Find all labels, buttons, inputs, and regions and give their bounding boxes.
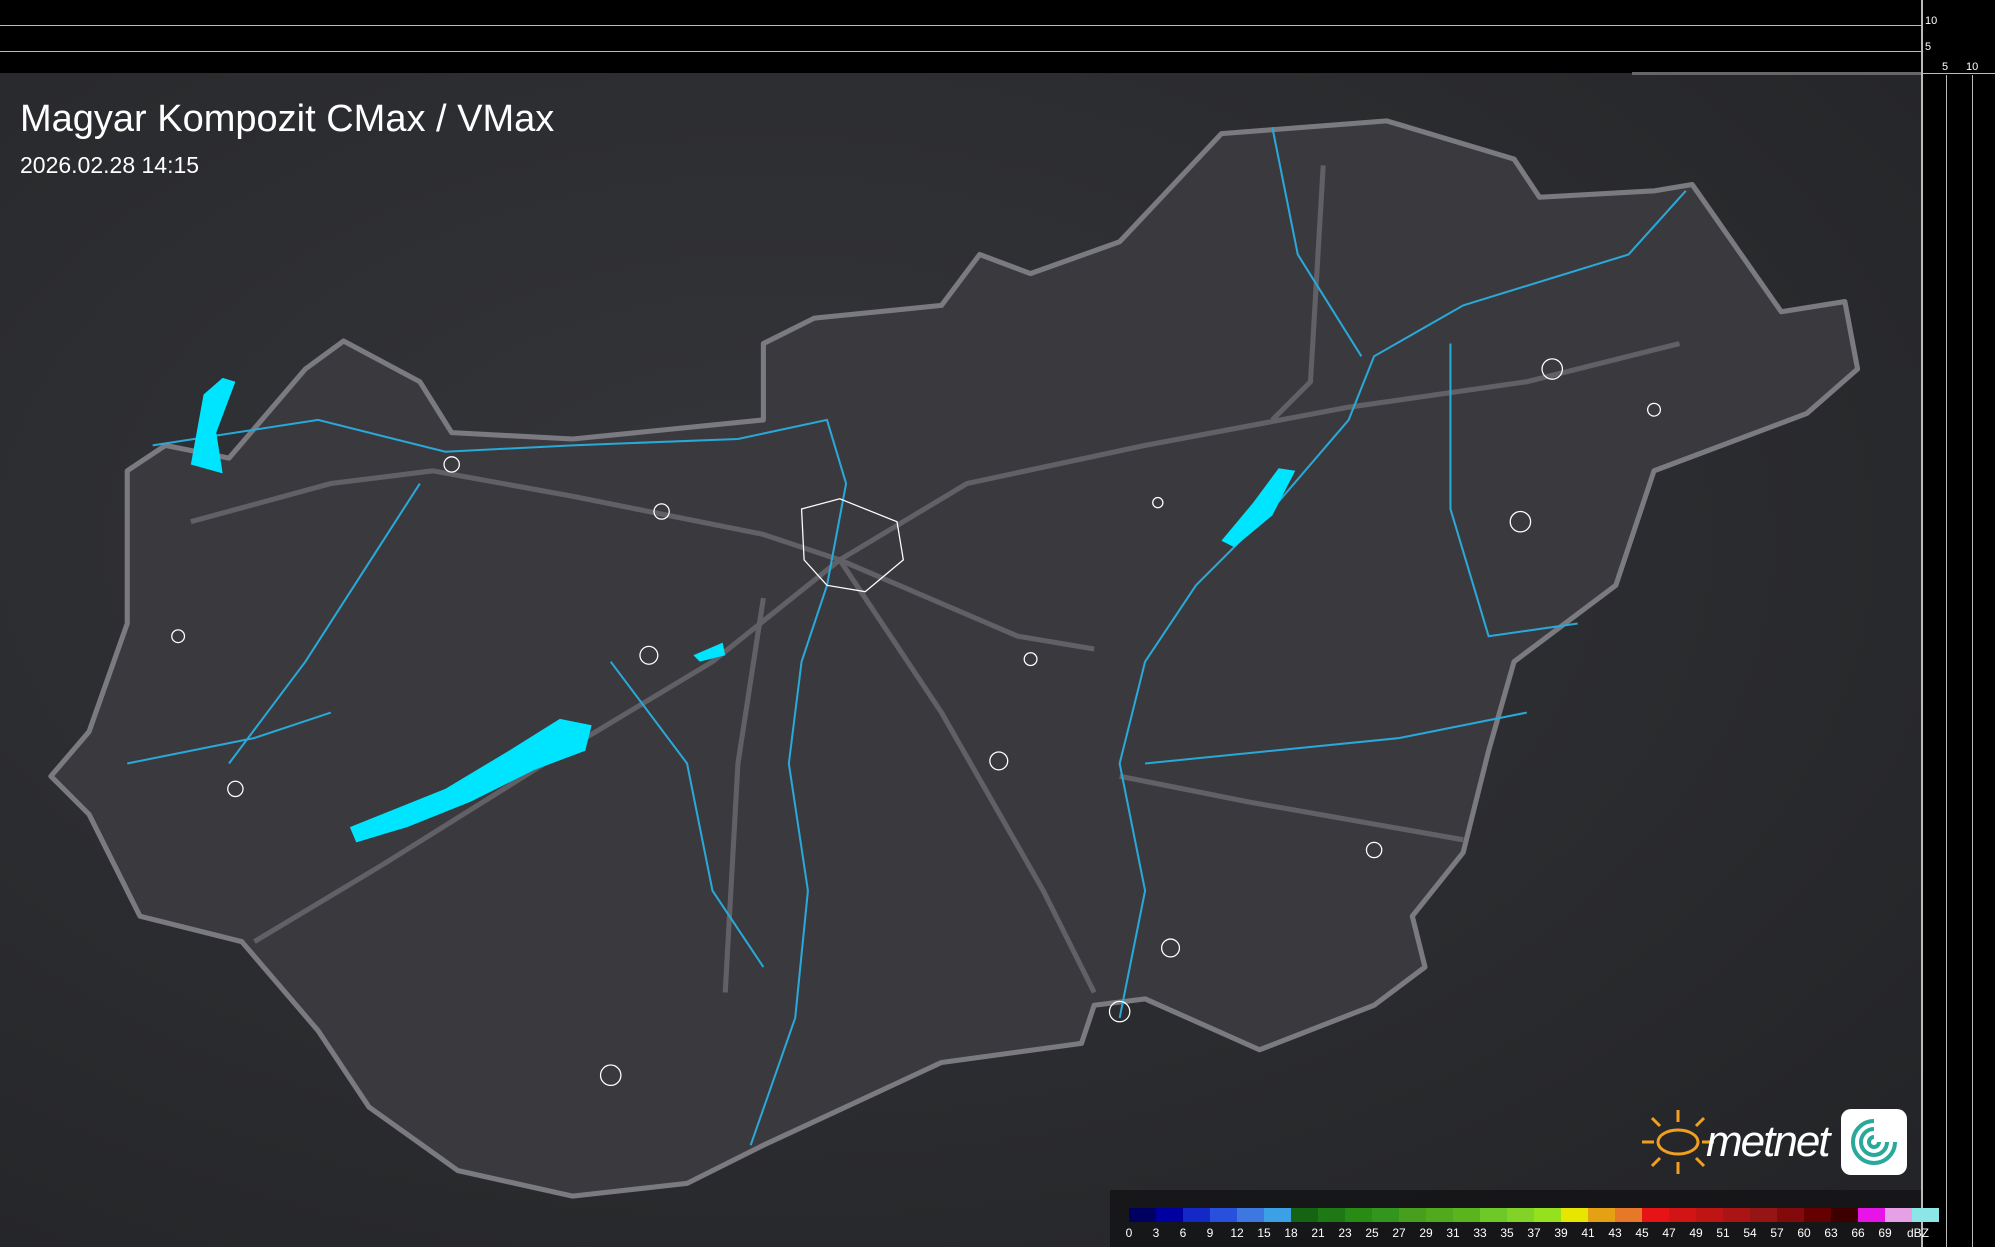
lake-neusiedl: [190, 377, 236, 474]
scale-label: 10: [1925, 15, 1938, 27]
legend-label: 63: [1824, 1226, 1838, 1240]
legend-color-26: [1831, 1208, 1858, 1222]
scale-label: 5: [1925, 41, 1932, 53]
lake-tisza: [1221, 468, 1296, 548]
legend-color-16: [1561, 1208, 1588, 1222]
legend-label: 37: [1527, 1226, 1541, 1240]
legend-label: 47: [1662, 1226, 1676, 1240]
legend-label: 23: [1338, 1226, 1352, 1240]
lake-balaton: [349, 718, 592, 843]
legend-color-17: [1588, 1208, 1615, 1222]
city-outlines: [171, 358, 1662, 1087]
legend-color-11: [1426, 1208, 1453, 1222]
legend-color-9: [1372, 1208, 1399, 1222]
brand-name: metnet: [1706, 1117, 1831, 1166]
country-border: [48, 118, 1861, 1199]
legend-label: 66: [1851, 1226, 1865, 1240]
legend-label: 31: [1446, 1226, 1460, 1240]
city-budapest: [800, 498, 905, 593]
legend-color-27: [1858, 1208, 1885, 1222]
legend-label: 41: [1581, 1226, 1595, 1240]
legend-color-19: [1642, 1208, 1669, 1222]
scale-label: 5: [1942, 61, 1949, 73]
legend-color-12: [1453, 1208, 1480, 1222]
scale-bar: [1632, 72, 1921, 75]
legend-color-6: [1291, 1208, 1318, 1222]
legend-label: 27: [1392, 1226, 1406, 1240]
legend-label: 35: [1500, 1226, 1514, 1240]
legend-color-4: [1237, 1208, 1264, 1222]
legend-color-23: [1750, 1208, 1777, 1222]
legend-label: 54: [1743, 1226, 1757, 1240]
legend-color-3: [1210, 1208, 1237, 1222]
legend-labels: 0 3 6 9 12 15 18 21 23 25 27 29 31 33 35 37 39 41 43 45 47 49…: [1125, 1226, 1929, 1242]
legend-label: 18: [1284, 1226, 1298, 1240]
legend-label: 25: [1365, 1226, 1379, 1240]
legend-color-2: [1183, 1208, 1210, 1222]
legend-label: 43: [1608, 1226, 1622, 1240]
legend-color-0: [1129, 1208, 1156, 1222]
legend-label: 0: [1125, 1226, 1133, 1240]
legend-label: 29: [1419, 1226, 1433, 1240]
sun-icon: [1642, 1110, 1714, 1174]
legend-color-25: [1804, 1208, 1831, 1222]
legend-color-28: [1885, 1208, 1912, 1222]
legend-color-13: [1480, 1208, 1507, 1222]
swirl-icon: [1840, 1109, 1907, 1175]
scale-line-v5: [1946, 75, 1947, 1247]
lake-velence: [693, 642, 726, 662]
legend-color-18: [1615, 1208, 1642, 1222]
scale-line-v10: [1972, 75, 1973, 1247]
legend-color-8: [1345, 1208, 1372, 1222]
legend-color-14: [1507, 1208, 1534, 1222]
map-title: Magyar Kompozit CMax / VMax: [20, 98, 555, 140]
metnet-logo: metnet: [1638, 1104, 1907, 1180]
river-danube: [152, 418, 848, 1146]
legend-color-1: [1156, 1208, 1183, 1222]
timestamp: 2026.02.28 14:15: [20, 152, 200, 178]
legend-color-24: [1777, 1208, 1804, 1222]
legend-label: 51: [1716, 1226, 1730, 1240]
lakes: [190, 377, 1296, 843]
legend-color-20: [1669, 1208, 1696, 1222]
scale-line-5: [0, 51, 1921, 52]
legend-label: 60: [1797, 1226, 1811, 1240]
scale-label: 10: [1966, 61, 1979, 73]
legend-label: 21: [1311, 1226, 1325, 1240]
legend-color-29: [1912, 1208, 1939, 1222]
legend-label: 39: [1554, 1226, 1568, 1240]
legend-color-22: [1723, 1208, 1750, 1222]
legend-label: 9: [1206, 1226, 1214, 1240]
scale-axis-horizontal: [1921, 73, 1995, 74]
dbz-legend: 0 3 6 9 12 15 18 21 23 25 27 29 31 33 35 37 39 41 43 45 47 49…: [1110, 1190, 1939, 1247]
legend-color-5: [1264, 1208, 1291, 1222]
legend-label: 15: [1257, 1226, 1271, 1240]
legend-label: 45: [1635, 1226, 1649, 1240]
legend-label: 57: [1770, 1226, 1784, 1240]
legend-label: 33: [1473, 1226, 1487, 1240]
legend-unit: dBZ: [1906, 1226, 1930, 1240]
color-bar: [1129, 1208, 1939, 1222]
legend-label: 12: [1230, 1226, 1244, 1240]
legend-color-21: [1696, 1208, 1723, 1222]
legend-color-15: [1534, 1208, 1561, 1222]
scale-line-10: [0, 25, 1921, 26]
legend-label: 49: [1689, 1226, 1703, 1240]
legend-color-7: [1318, 1208, 1345, 1222]
legend-label: 6: [1179, 1226, 1187, 1240]
legend-color-10: [1399, 1208, 1426, 1222]
legend-label: 69: [1878, 1226, 1892, 1240]
scale-axis-vertical: [1921, 0, 1923, 1247]
legend-label: 3: [1152, 1226, 1160, 1240]
